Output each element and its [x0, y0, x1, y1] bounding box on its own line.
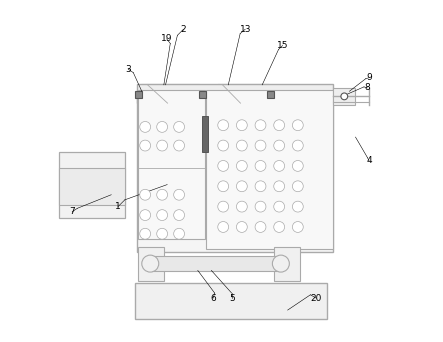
Bar [206, 90, 334, 249]
Circle shape [292, 222, 303, 233]
Bar [138, 247, 164, 281]
Circle shape [237, 181, 247, 192]
Bar [334, 88, 355, 105]
Circle shape [237, 140, 247, 151]
Text: 4: 4 [366, 156, 372, 165]
Circle shape [174, 228, 185, 239]
Circle shape [274, 120, 284, 131]
Circle shape [218, 201, 229, 212]
Text: 19: 19 [161, 34, 172, 43]
Bar [199, 91, 206, 98]
Bar [135, 91, 142, 98]
Circle shape [218, 181, 229, 192]
Circle shape [292, 140, 303, 151]
Circle shape [157, 121, 167, 132]
Circle shape [274, 222, 284, 233]
Bar [138, 90, 205, 239]
Bar [58, 168, 125, 205]
Circle shape [174, 140, 185, 151]
Bar [202, 116, 208, 152]
Circle shape [292, 160, 303, 171]
Circle shape [218, 120, 229, 131]
Circle shape [274, 140, 284, 151]
Circle shape [255, 120, 266, 131]
Text: 8: 8 [365, 83, 370, 92]
Circle shape [272, 255, 289, 272]
Circle shape [157, 189, 167, 200]
Circle shape [174, 121, 185, 132]
Circle shape [255, 201, 266, 212]
Circle shape [255, 181, 266, 192]
Text: 6: 6 [210, 294, 216, 303]
Bar [152, 256, 279, 271]
Text: 5: 5 [229, 294, 234, 303]
Circle shape [274, 160, 284, 171]
Circle shape [142, 255, 159, 272]
Circle shape [292, 181, 303, 192]
Circle shape [237, 201, 247, 212]
Circle shape [274, 201, 284, 212]
Circle shape [174, 189, 185, 200]
Circle shape [292, 120, 303, 131]
Text: 7: 7 [70, 207, 75, 216]
Text: 1: 1 [115, 202, 121, 211]
Bar [135, 283, 326, 318]
Circle shape [255, 140, 266, 151]
Circle shape [292, 201, 303, 212]
Bar [58, 152, 125, 219]
Circle shape [174, 210, 185, 221]
Circle shape [218, 140, 229, 151]
Bar [137, 84, 334, 103]
Circle shape [140, 189, 151, 200]
Text: 2: 2 [181, 25, 187, 34]
Text: 20: 20 [311, 294, 322, 303]
Circle shape [218, 160, 229, 171]
Polygon shape [218, 84, 269, 103]
Bar [137, 90, 334, 252]
Circle shape [274, 181, 284, 192]
Text: 3: 3 [125, 65, 131, 74]
Polygon shape [142, 84, 199, 103]
Circle shape [255, 222, 266, 233]
Bar [267, 91, 274, 98]
Circle shape [140, 228, 151, 239]
Circle shape [218, 222, 229, 233]
Circle shape [157, 140, 167, 151]
Text: 15: 15 [277, 41, 288, 50]
Circle shape [157, 228, 167, 239]
Text: 13: 13 [240, 25, 251, 34]
Text: 9: 9 [366, 73, 372, 82]
Circle shape [341, 93, 348, 100]
Circle shape [237, 160, 247, 171]
Circle shape [157, 210, 167, 221]
Circle shape [140, 140, 151, 151]
Circle shape [237, 120, 247, 131]
Circle shape [140, 210, 151, 221]
Circle shape [237, 222, 247, 233]
Circle shape [255, 160, 266, 171]
Circle shape [140, 121, 151, 132]
Bar [274, 247, 299, 281]
